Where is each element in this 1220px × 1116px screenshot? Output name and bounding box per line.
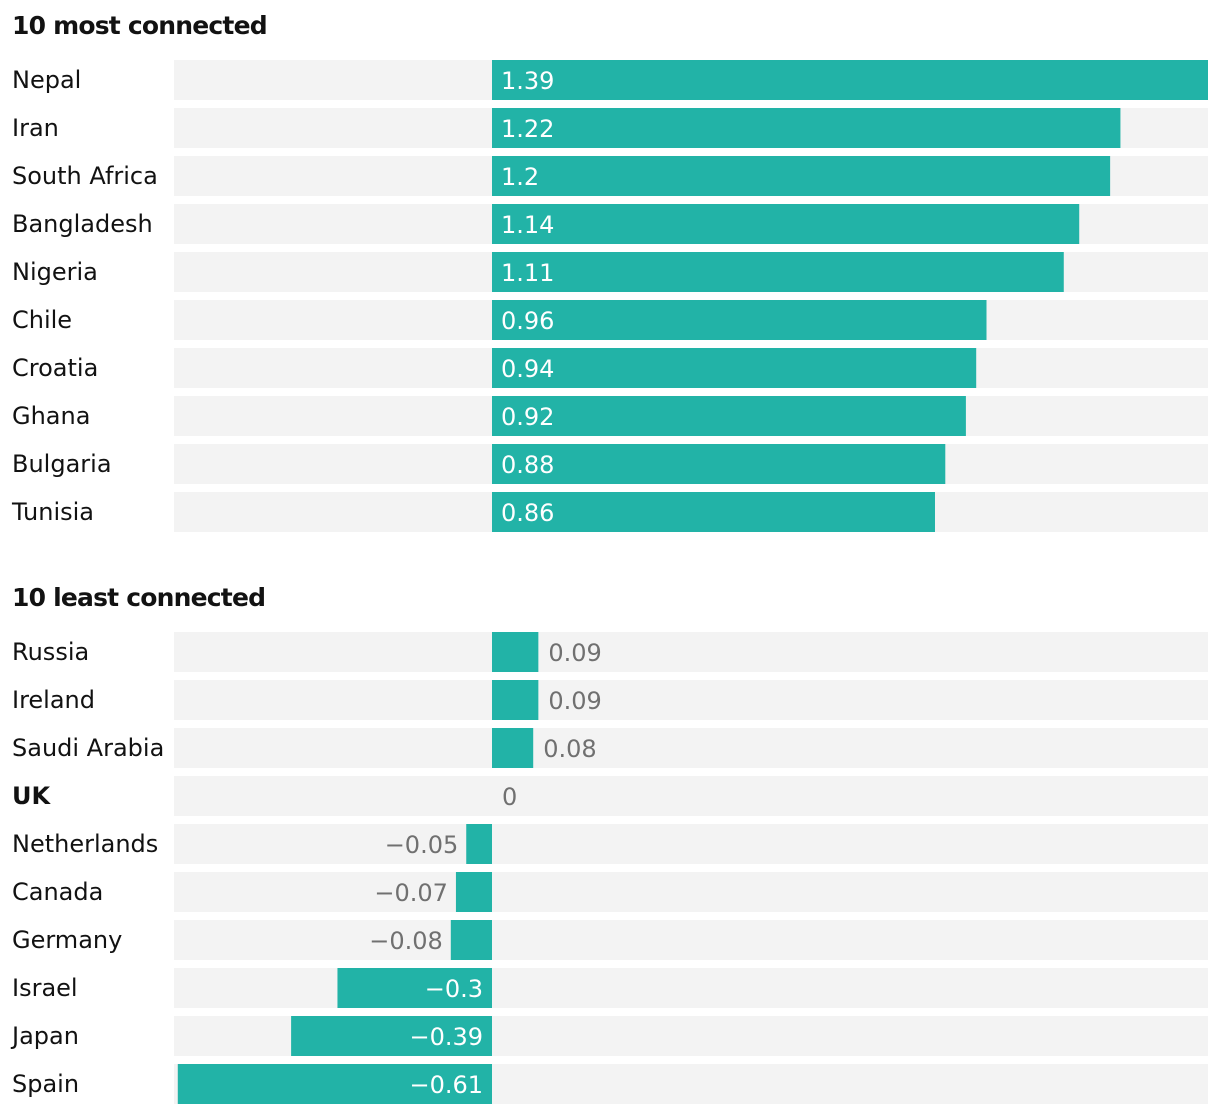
bar-track: [174, 824, 1208, 864]
value-label: 0.08: [543, 735, 596, 763]
value-label: −0.3: [425, 975, 483, 1003]
country-label: Japan: [10, 1022, 79, 1050]
bar-track: [174, 680, 1208, 720]
country-label: Nepal: [12, 66, 81, 94]
value-bar: [492, 348, 977, 388]
value-bar: [492, 156, 1111, 196]
value-bar: [455, 872, 492, 912]
value-label: −0.61: [409, 1071, 483, 1099]
value-bar: [337, 968, 492, 1008]
value-bar: [492, 204, 1080, 244]
value-bar: [492, 632, 539, 672]
value-label: 0.88: [501, 451, 554, 479]
bar-track: [174, 776, 1208, 816]
value-bar: [492, 492, 935, 532]
value-label: −0.07: [374, 879, 448, 907]
bar-track: [174, 920, 1208, 960]
panel-title: 10 most connected: [12, 11, 267, 40]
country-label: Canada: [12, 878, 103, 906]
value-bar: [492, 108, 1121, 148]
value-bar: [492, 396, 966, 436]
value-label: 1.2: [501, 163, 539, 191]
country-label: Israel: [12, 974, 78, 1002]
value-bar: [177, 1064, 492, 1104]
value-bar: [291, 1016, 492, 1056]
country-label: Netherlands: [12, 830, 158, 858]
bar-track: [174, 872, 1208, 912]
value-label: −0.08: [369, 927, 443, 955]
value-label: −0.39: [409, 1023, 483, 1051]
country-label: Germany: [12, 926, 122, 954]
value-label: 0.96: [501, 307, 554, 335]
bar-track: [174, 968, 1208, 1008]
value-label: 0.09: [548, 687, 601, 715]
value-bar: [492, 444, 946, 484]
country-label: Saudi Arabia: [12, 734, 164, 762]
country-label: Bulgaria: [12, 450, 112, 478]
value-bar: [492, 728, 534, 768]
country-label: Chile: [12, 306, 72, 334]
country-label: South Africa: [12, 162, 158, 190]
value-label: 0.86: [501, 499, 554, 527]
country-label: Russia: [12, 638, 89, 666]
value-label: 0.09: [548, 639, 601, 667]
value-bar: [492, 252, 1064, 292]
value-label: 1.39: [501, 67, 554, 95]
country-label: Croatia: [12, 354, 98, 382]
country-label: Spain: [12, 1070, 79, 1098]
value-bar: [492, 680, 539, 720]
value-label: 0: [502, 783, 517, 811]
value-bar: [466, 824, 492, 864]
country-label: Bangladesh: [12, 210, 153, 238]
country-label: Ghana: [12, 402, 90, 430]
country-label: Nigeria: [12, 258, 98, 286]
value-bar: [492, 300, 987, 340]
country-label: Tunisia: [11, 498, 94, 526]
value-label: 0.92: [501, 403, 554, 431]
value-label: 1.14: [501, 211, 554, 239]
value-label: 1.11: [501, 259, 554, 287]
country-label: UK: [12, 782, 51, 810]
country-label: Iran: [12, 114, 59, 142]
bar-track: [174, 728, 1208, 768]
panel-title: 10 least connected: [12, 583, 265, 612]
country-label: Ireland: [12, 686, 95, 714]
value-label: 1.22: [501, 115, 554, 143]
value-label: 0.94: [501, 355, 554, 383]
value-label: −0.05: [385, 831, 459, 859]
bar-track: [174, 632, 1208, 672]
value-bar: [450, 920, 492, 960]
value-bar: [492, 60, 1208, 100]
